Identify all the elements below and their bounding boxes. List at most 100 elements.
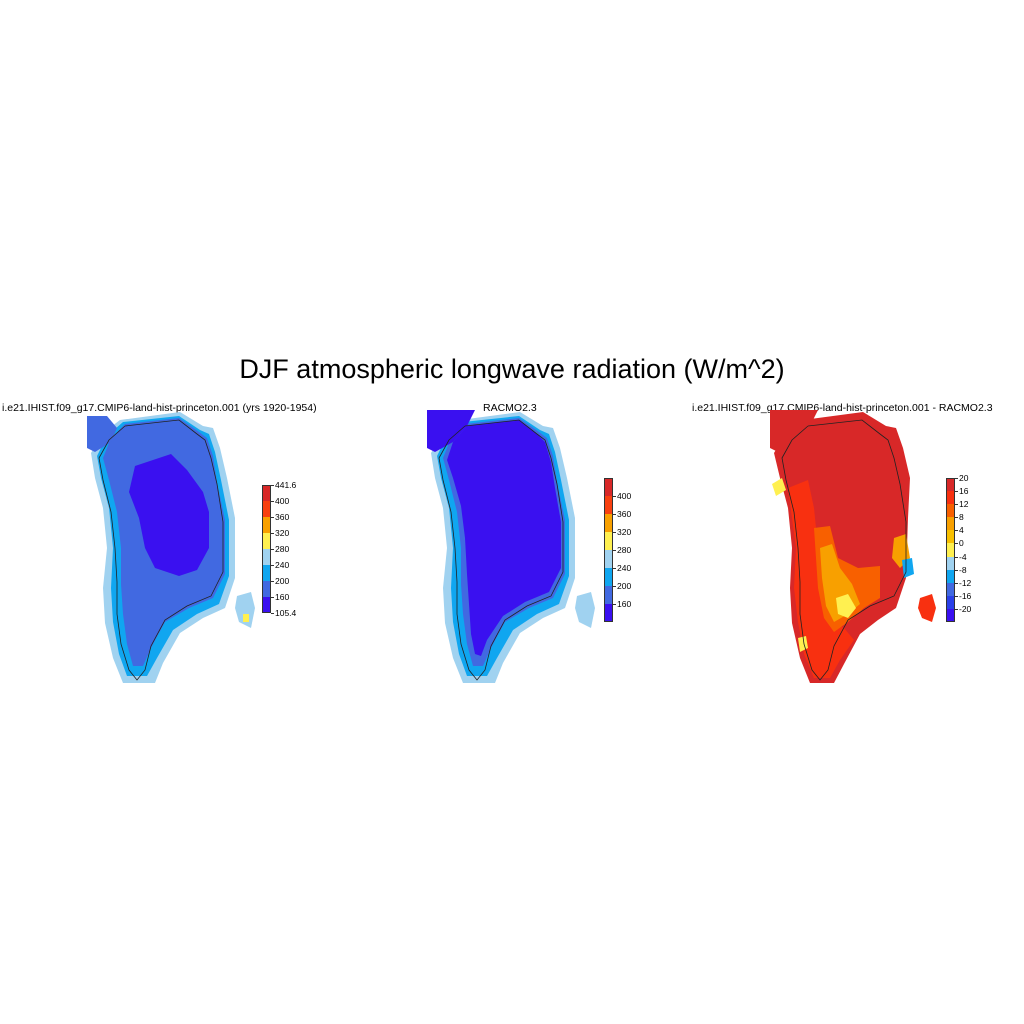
colorbar-swatch [604,496,613,514]
map2-iceland [575,592,595,628]
colorbar-label: 20 [959,473,969,483]
colorbar-tick [271,597,274,598]
colorbar-label: 320 [617,527,632,537]
colorbar-swatch [946,582,955,596]
colorbar-swatch [262,581,271,597]
colorbar-label: 280 [275,544,290,554]
colorbar-label: 16 [959,486,969,497]
colorbar-swatch [946,478,955,492]
difference-map-field [772,412,914,683]
colorbar-label: -16 [959,590,972,601]
map3-east-coast-blue [902,558,914,578]
colorbar-label: 360 [275,512,290,522]
colorbar-tick [613,568,616,569]
colorbar-swatch [946,595,955,609]
colorbar-swatch [262,517,271,533]
colorbar-label: 400 [275,496,290,506]
model-colorbar: 105.4 160 200 240 280 320 360 400 441.6 [262,480,302,618]
colorbar-label: -20 [959,603,972,614]
colorbar-swatch [604,550,613,568]
colorbar-tick [955,569,958,571]
colorbar-label: -8 [959,564,967,575]
colorbar-tick [613,586,616,587]
colorbar-swatch [604,586,613,604]
colorbar-swatch [604,514,613,532]
colorbar-frame [262,485,271,613]
colorbar-tick [955,504,958,506]
colorbar-tick [613,532,616,533]
colorbar-tick [955,595,958,597]
map2-core [447,420,561,656]
map3-coastline [781,419,907,681]
map2-coastline [438,419,564,681]
colorbar-label: 160 [275,592,290,602]
colorbar-label: 200 [617,581,632,591]
colorbar-label: 240 [617,563,632,573]
map1-ellesmere-island [87,416,117,452]
colorbar-swatch [604,568,613,586]
colorbar-swatch [946,491,955,505]
colorbar-label: 320 [275,528,290,538]
colorbar-tick [955,491,958,493]
colorbar-swatch [604,532,613,550]
colorbar-label: 240 [275,560,290,570]
colorbar-label: 8 [959,512,964,523]
colorbar-tick [271,517,274,518]
colorbar-tick [271,581,274,582]
map2-ellesmere-island [427,410,475,452]
colorbar-swatch [946,569,955,583]
colorbar-swatch [946,530,955,544]
colorbar-swatch [262,485,271,501]
racmo-map [427,410,595,683]
colorbar-tick [955,517,958,519]
map3-ellesmere-island [770,410,818,452]
racmo-colorbar: 160 200 240 280 320 360 400 [604,478,644,622]
difference-colorbar: -20 -16 -12 -8 -4 0 4 8 12 16 20 [946,473,986,622]
colorbar-tick [271,533,274,534]
map3-iceland [918,594,936,622]
colorbar-tick [613,496,616,497]
colorbar-frame [946,478,955,622]
colorbar-swatch [946,504,955,518]
colorbar-label: -12 [959,577,972,588]
colorbar-label: 160 [617,599,632,609]
colorbar-label: 200 [275,576,290,586]
colorbar-swatch [604,604,613,622]
colorbar-label: 105.4 [275,608,297,618]
colorbar-label: 4 [959,525,964,536]
colorbar-tick [271,613,274,614]
colorbar-swatch [262,549,271,565]
colorbar-tick [955,478,958,479]
racmo-map-field [431,412,575,683]
colorbar-label: 280 [617,545,632,555]
difference-map [770,410,936,683]
colorbar-tick [613,550,616,551]
colorbar-swatch [604,478,613,496]
colorbar-tick [271,485,274,486]
map1-iceland-spot [243,614,249,622]
panel-2-title: RACMO2.3 [483,402,537,414]
colorbar-label: -4 [959,551,967,562]
map1-coastline [98,419,224,681]
colorbar-tick [955,608,958,610]
colorbar-tick [955,556,958,558]
colorbar-swatch [946,556,955,570]
colorbar-swatch [946,543,955,557]
panel-1-title: i.e21.IHIST.f09_g17.CMIP6-land-hist-prin… [2,402,317,414]
colorbar-swatch [946,517,955,531]
colorbar-tick [271,501,274,502]
colorbar-swatch [946,608,955,622]
colorbar-tick [613,514,616,515]
colorbar-tick [613,604,616,605]
colorbar-tick [955,543,958,545]
map3-yellow-patch-1 [836,594,856,618]
colorbar-tick [271,565,274,566]
model-map [87,412,255,683]
colorbar-label: 441.6 [275,480,297,490]
model-map-field [91,412,235,683]
map3-west-coast-yellow [772,478,786,496]
colorbar-swatch [262,533,271,549]
map1-core [129,454,209,576]
colorbar-tick [271,549,274,550]
colorbar-swatch [262,501,271,517]
